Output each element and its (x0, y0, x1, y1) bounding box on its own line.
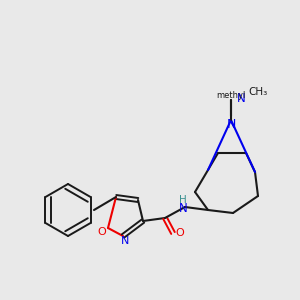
Text: methyl: methyl (216, 91, 246, 100)
Text: H: H (179, 195, 187, 205)
Text: O: O (176, 228, 184, 238)
Text: O: O (98, 227, 106, 237)
Text: N: N (178, 202, 188, 214)
Text: N: N (121, 236, 129, 246)
Text: N: N (237, 92, 245, 104)
Text: CH₃: CH₃ (248, 87, 267, 97)
Text: N: N (226, 118, 236, 130)
